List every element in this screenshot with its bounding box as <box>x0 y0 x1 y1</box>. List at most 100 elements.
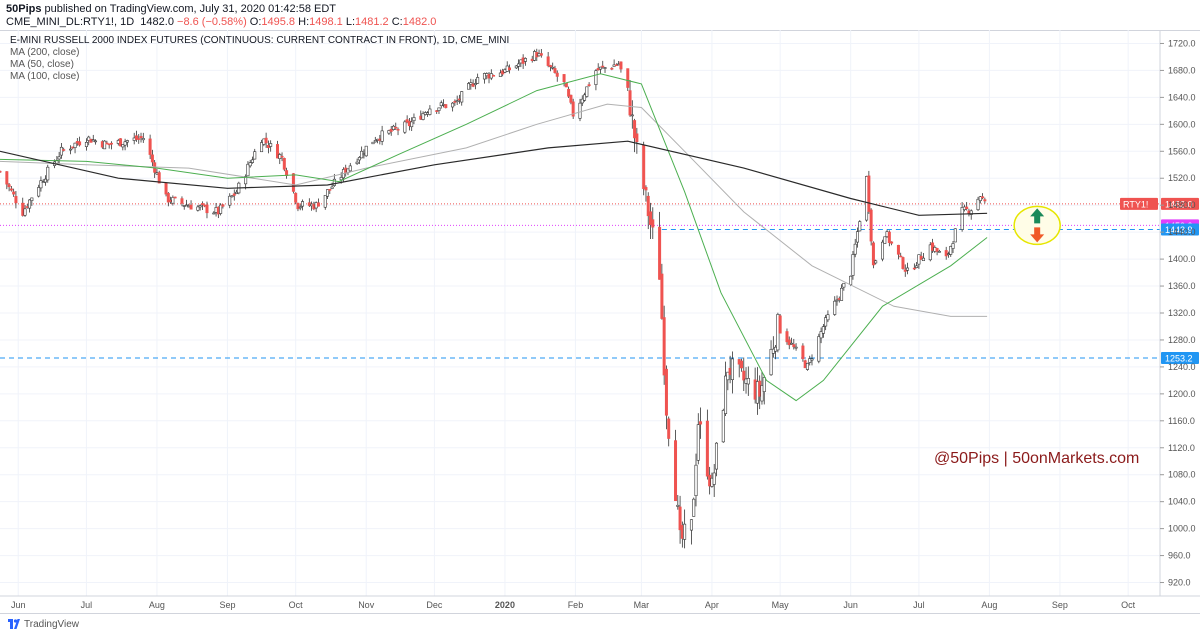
candle-body <box>173 196 177 199</box>
candle-body <box>742 370 746 381</box>
level-price-label: 1482.0 <box>1165 199 1193 209</box>
candle-body <box>296 202 300 210</box>
high-value: 1498.1 <box>309 16 343 28</box>
candle-body <box>583 94 587 101</box>
candle <box>792 338 796 350</box>
candle-body <box>762 377 766 393</box>
candle <box>699 407 703 439</box>
candle <box>109 141 113 150</box>
candle <box>123 138 127 151</box>
time-tick-label: Nov <box>358 600 375 610</box>
candle-body <box>730 358 734 380</box>
publisher-name[interactable]: 50Pips <box>6 3 42 15</box>
time-tick-label: Oct <box>289 600 304 610</box>
candle-body <box>883 236 887 244</box>
candle-body <box>94 140 98 143</box>
legend-ma50[interactable]: MA (50, close) <box>10 59 74 70</box>
candle-body <box>726 371 730 381</box>
candle <box>316 198 320 207</box>
low-value: 1481.2 <box>355 16 389 28</box>
candle <box>37 184 41 198</box>
candle-body <box>635 133 639 143</box>
candle <box>931 238 935 254</box>
candle <box>805 362 809 371</box>
candle <box>364 145 368 157</box>
candle <box>269 140 273 152</box>
candle <box>78 136 82 147</box>
candle-body <box>59 146 63 156</box>
candle <box>264 132 268 148</box>
candle <box>39 176 43 192</box>
candle-body <box>0 170 2 173</box>
published-text: published on TradingView.com, July 31, 2… <box>44 3 337 15</box>
candle <box>87 135 91 146</box>
candle <box>296 202 300 212</box>
candle-body <box>28 199 32 209</box>
candle <box>821 323 825 338</box>
candle-body <box>123 141 127 146</box>
candle <box>0 170 2 173</box>
time-tick-label: Aug <box>981 600 997 610</box>
candle-body <box>899 255 903 258</box>
candle-body <box>301 201 305 207</box>
candle <box>817 333 821 364</box>
price-tick-label: 920.0 <box>1168 578 1191 588</box>
candle-body <box>12 191 16 195</box>
candle-body <box>403 121 407 133</box>
candle-body <box>253 151 257 160</box>
candle-body <box>451 102 455 108</box>
candle-body <box>46 166 50 181</box>
candle-body <box>835 299 839 302</box>
candle <box>157 170 161 184</box>
candle <box>981 193 985 200</box>
candle-body <box>951 243 955 249</box>
legend-ma200[interactable]: MA (200, close) <box>10 47 80 58</box>
candle-body <box>678 506 682 531</box>
candle-body <box>221 204 225 207</box>
candle-body <box>180 198 184 204</box>
candle-body <box>244 176 248 185</box>
candle-body <box>421 113 425 120</box>
candle-body <box>567 88 571 97</box>
candle <box>678 495 682 544</box>
candle <box>949 245 953 257</box>
candle <box>869 208 873 246</box>
candle <box>881 239 885 262</box>
candle-body <box>196 206 200 211</box>
candle <box>890 241 894 246</box>
candle-body <box>109 142 113 145</box>
candle <box>141 132 145 143</box>
price-tick-label: 1640.0 <box>1168 92 1196 102</box>
footer-brand[interactable]: TradingView <box>24 619 80 630</box>
candle-body <box>931 242 935 251</box>
candle-body <box>760 385 764 402</box>
legend-ma100[interactable]: MA (100, close) <box>10 71 80 82</box>
candle <box>46 164 50 183</box>
candle <box>649 202 653 239</box>
candle <box>69 145 73 155</box>
candle <box>553 65 557 74</box>
candle <box>787 336 791 350</box>
price-change: −8.6 (−0.58%) <box>177 16 247 28</box>
candle-body <box>569 94 573 103</box>
candle-body <box>842 282 846 288</box>
candle-body <box>712 472 716 485</box>
time-tick-label: Jul <box>913 600 925 610</box>
candle <box>601 60 605 69</box>
candle-body <box>141 138 145 141</box>
candle <box>790 337 794 345</box>
candle <box>228 193 232 209</box>
candle <box>405 115 409 124</box>
candle-body <box>906 267 910 271</box>
candle <box>692 497 696 517</box>
candle <box>683 509 687 549</box>
price-tick-label: 960.0 <box>1168 551 1191 561</box>
candle <box>896 244 900 260</box>
candle-body <box>125 140 129 143</box>
candle <box>921 252 925 262</box>
candle <box>833 296 837 316</box>
candle <box>555 70 559 82</box>
candle <box>221 204 225 209</box>
candle-body <box>810 358 814 361</box>
